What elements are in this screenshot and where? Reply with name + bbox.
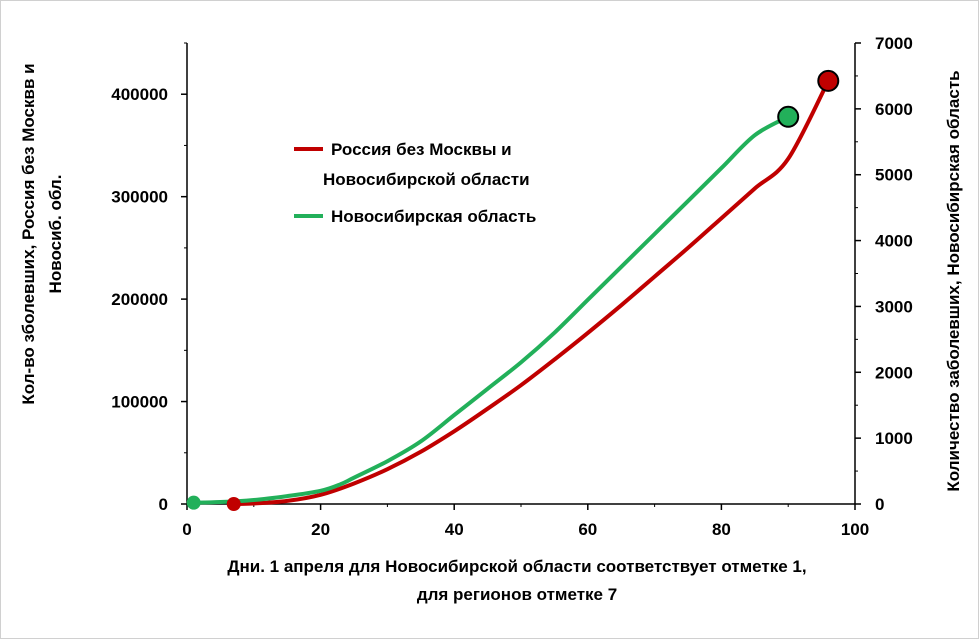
y-right-tick-label-1000: 1000	[875, 429, 913, 448]
y-left-tick-label-300000: 300000	[111, 188, 168, 207]
y-right-tick-label-3000: 3000	[875, 297, 913, 316]
x-tick-label-80: 80	[712, 520, 731, 539]
legend-label-russia-line2: Новосибирской области	[323, 170, 530, 189]
series-layer	[191, 78, 831, 506]
y-right-tick-label-0: 0	[875, 495, 884, 514]
y-left-tick-label-200000: 200000	[111, 290, 168, 309]
legend: Россия без Москвы и Новосибирской област…	[294, 140, 536, 226]
y-left-tick-label-0: 0	[159, 495, 168, 514]
y-left-axis-title-line2: Новосиб. обл.	[46, 175, 65, 294]
y-right-tick-label-6000: 6000	[875, 100, 913, 119]
x-tick-label-40: 40	[445, 520, 464, 539]
axes: 0 20 40 60 80 1000100000200000300000400000010…	[111, 34, 913, 539]
markers-layer	[186, 69, 840, 511]
y-right-tick-label-2000: 2000	[875, 363, 913, 382]
series-1-point-0	[186, 495, 201, 510]
y-left-tick-label-100000: 100000	[111, 393, 168, 412]
y-right-axis-title: Количество заболевших, Новосибирская обл…	[944, 70, 963, 491]
x-tick-label-0: 0	[182, 520, 191, 539]
series-1-point-19	[777, 105, 800, 128]
series-line-1	[191, 114, 791, 505]
series-0-point-0	[226, 497, 241, 511]
x-tick-label-100: 100	[841, 520, 869, 539]
y-right-tick-label-4000: 4000	[875, 232, 913, 251]
legend-label-russia-line1: Россия без Москвы и	[331, 140, 512, 159]
y-left-tick-label-400000: 400000	[111, 85, 168, 104]
x-tick-label-20: 20	[311, 520, 330, 539]
x-tick-label-60: 60	[578, 520, 597, 539]
x-axis-title-line2: для регионов отметке 7	[417, 585, 617, 604]
legend-label-novosibirsk: Новосибирская область	[331, 207, 536, 226]
series-line-0	[231, 78, 831, 506]
axis-titles: Дни. 1 апреля для Новосибирской области …	[19, 63, 963, 604]
y-right-tick-label-5000: 5000	[875, 166, 913, 185]
series-0-point-18	[817, 69, 840, 92]
x-axis-title-line1: Дни. 1 апреля для Новосибирской области …	[227, 557, 806, 576]
y-right-tick-label-7000: 7000	[875, 34, 913, 53]
y-left-axis-title-line1: Кол-во зболевших, Россия без Москвв и	[19, 63, 38, 404]
